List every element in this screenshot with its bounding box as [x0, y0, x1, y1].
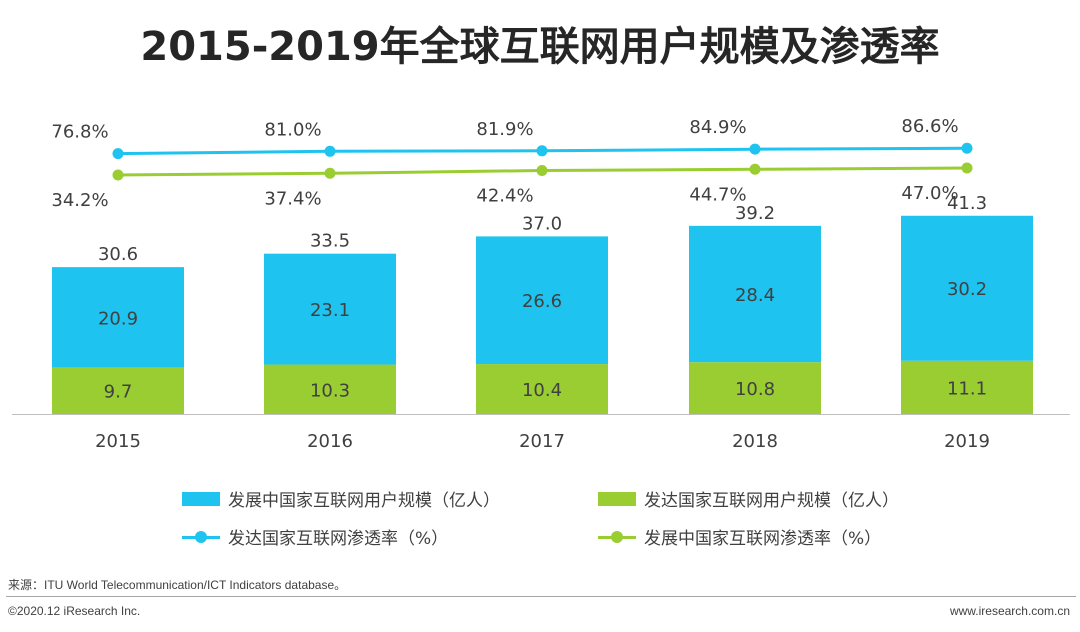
footer-divider	[6, 596, 1076, 597]
data-label-developing-2015: 20.9	[98, 308, 138, 329]
point-developed-2017	[536, 145, 548, 157]
bar-developing-2016	[264, 253, 396, 365]
website-link[interactable]: www.iresearch.com.cn	[949, 604, 1070, 618]
x-tick-label-2015: 2015	[95, 431, 141, 452]
legend-item-developed-bar: 发达国家互联网用户规模（亿人）	[598, 486, 899, 511]
legend-label-developed-bar: 发达国家互联网用户规模（亿人）	[644, 491, 899, 511]
point-developing-2017	[536, 165, 548, 177]
point-developing-2016	[324, 167, 336, 179]
legend-swatch-developed-line	[182, 530, 220, 544]
data-label-developed-2016: 10.3	[310, 380, 350, 401]
source-note: 来源：ITU World Telecommunication/ICT Indic…	[8, 578, 347, 592]
data-label-developing-2017: 26.6	[522, 291, 562, 312]
chart-title: 2015-2019年全球互联网用户规模及渗透率	[140, 24, 940, 70]
legend-item-developed-line: 发达国家互联网渗透率（%）	[182, 524, 448, 549]
point-developed-2016	[324, 145, 336, 157]
bar-developing-2017	[476, 236, 608, 365]
data-label-total-2018: 39.2	[735, 203, 775, 224]
legend-label-developing-bar: 发展中国家互联网用户规模（亿人）	[228, 491, 500, 511]
x-tick-label-2016: 2016	[307, 431, 353, 452]
legend-item-developing-bar: 发展中国家互联网用户规模（亿人）	[182, 486, 500, 511]
data-label-developed-2017: 10.4	[522, 380, 562, 401]
legend-label-developed-line: 发达国家互联网渗透率（%）	[228, 529, 449, 549]
copyright-text: ©2020.12 iResearch Inc.	[8, 604, 141, 618]
legend-swatch-developed-bar	[598, 491, 636, 506]
point-label-developed-2017: 81.9%	[476, 119, 533, 140]
point-label-developing-2015: 34.2%	[51, 190, 108, 211]
bar-developing-2018	[689, 225, 821, 363]
bar-developing-2015	[52, 267, 184, 368]
legend-swatch-developing-line	[598, 530, 636, 544]
data-label-total-2017: 37.0	[522, 213, 562, 234]
point-label-developed-2015: 76.8%	[51, 122, 108, 143]
data-label-developed-2019: 11.1	[947, 378, 987, 399]
point-developed-2015	[112, 148, 124, 160]
data-label-developing-2018: 28.4	[735, 285, 775, 306]
bar-developed-2016	[264, 364, 396, 414]
data-label-developed-2015: 9.7	[104, 382, 133, 403]
x-tick-label-2018: 2018	[732, 431, 778, 452]
point-label-developed-2016: 81.0%	[264, 119, 321, 140]
data-label-total-2016: 33.5	[310, 231, 350, 252]
legend-swatch-developing-bar	[182, 491, 220, 506]
bar-developed-2015	[52, 367, 184, 414]
point-label-developing-2018: 44.7%	[689, 184, 746, 205]
point-developed-2019	[961, 142, 973, 154]
point-label-developing-2019: 47.0%	[901, 183, 958, 204]
point-developed-2018	[749, 143, 761, 155]
x-tick-label-2017: 2017	[519, 431, 565, 452]
data-label-developed-2018: 10.8	[735, 379, 775, 400]
bar-developing-2019	[901, 215, 1033, 361]
x-tick-label-2019: 2019	[944, 431, 990, 452]
point-developing-2018	[749, 163, 761, 175]
point-label-developing-2017: 42.4%	[476, 186, 533, 207]
chart-area: 9.7 20.9 30.6 2015 10.3 23.1 33.5 2016 10.4 26.6 3…	[12, 116, 1070, 452]
point-developing-2015	[112, 169, 124, 181]
bar-developed-2019	[901, 360, 1033, 414]
bar-developed-2017	[476, 364, 608, 414]
data-label-developing-2016: 23.1	[310, 300, 350, 321]
point-label-developed-2019: 86.6%	[901, 116, 958, 137]
data-label-total-2015: 30.6	[98, 244, 138, 265]
point-developing-2019	[961, 162, 973, 174]
data-label-developing-2019: 30.2	[947, 279, 987, 300]
legend-label-developing-line: 发展中国家互联网渗透率（%）	[644, 529, 882, 549]
point-label-developing-2016: 37.4%	[264, 188, 321, 209]
legend-item-developing-line: 发展中国家互联网渗透率（%）	[598, 524, 881, 549]
bar-developed-2018	[689, 362, 821, 414]
point-label-developed-2018: 84.9%	[689, 117, 746, 138]
data-label-total-2019: 41.3	[947, 193, 987, 214]
